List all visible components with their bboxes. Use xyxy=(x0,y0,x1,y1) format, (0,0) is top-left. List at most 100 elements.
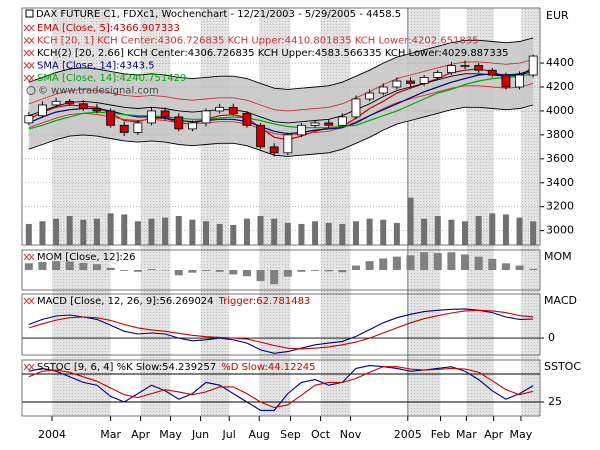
candle-body xyxy=(351,98,361,118)
x-tick-label: Sep xyxy=(280,428,301,441)
momentum-bar xyxy=(215,270,224,272)
legend-label: MACD [Close, 12, 26, 9]:56.269024 xyxy=(37,296,214,307)
candle-body xyxy=(133,122,143,133)
candle-body xyxy=(283,134,293,154)
volume-bar xyxy=(312,221,319,245)
volume-bar xyxy=(489,213,496,245)
legend-label: KCH [20, 1] KCH Center:4306.726835 KCH U… xyxy=(37,36,478,47)
volume-bar xyxy=(407,197,414,245)
volume-bar xyxy=(380,219,387,245)
y-tick-label: 4200 xyxy=(546,80,574,93)
legend-label: Trigger:62.781483 xyxy=(218,296,311,307)
momentum-bar xyxy=(447,252,456,270)
x-tick-label: Mar xyxy=(100,428,121,441)
x-tick-label: 2004 xyxy=(38,428,66,441)
momentum-bar xyxy=(529,268,538,270)
candle-body xyxy=(528,55,538,76)
momentum-bar xyxy=(283,270,292,277)
indicator-line xyxy=(28,366,534,409)
momentum-bar xyxy=(379,258,388,270)
panel-frame xyxy=(21,249,541,291)
momentum-bar xyxy=(24,263,33,270)
candle-body xyxy=(24,115,34,124)
volume-bar xyxy=(39,221,46,245)
watermark: © www.tradesignal.com xyxy=(38,86,159,97)
momentum-bar xyxy=(297,270,306,272)
panel-frame xyxy=(21,359,541,417)
indicator-line xyxy=(28,309,534,350)
candle-body xyxy=(38,104,47,117)
volume-bar xyxy=(203,221,210,245)
candle-body xyxy=(446,65,456,74)
candle-body xyxy=(419,77,429,84)
volume-bar xyxy=(148,218,155,245)
momentum-bar xyxy=(501,263,510,270)
candle-body xyxy=(474,65,484,71)
candle-body xyxy=(65,100,75,105)
momentum-bar xyxy=(242,270,251,277)
legend-icon xyxy=(23,37,35,44)
volume-bar xyxy=(448,219,455,245)
legend-label: SSTOC [9, 6, 4] %K Slow:54.239257 xyxy=(37,362,216,373)
candle-body xyxy=(215,106,225,112)
volume-bar xyxy=(230,224,237,245)
panel-frame xyxy=(21,293,541,356)
y-tick-label: 4000 xyxy=(546,104,574,117)
candle-body xyxy=(433,72,443,78)
momentum-bar xyxy=(147,269,156,270)
momentum-bar xyxy=(256,270,265,282)
volume-bar xyxy=(66,216,73,245)
volume-bar xyxy=(434,216,441,245)
momentum-bar xyxy=(392,256,401,270)
volume-bar xyxy=(134,221,141,245)
candle-body xyxy=(487,69,497,76)
volume-bar xyxy=(53,218,60,245)
channel-line xyxy=(28,104,534,157)
x-tick-label: Jun xyxy=(191,428,209,441)
momentum-bar xyxy=(324,270,333,272)
legend-label: EMA [Close, 5]:4366.907333 xyxy=(37,23,180,34)
candle-body xyxy=(406,80,415,84)
momentum-bar xyxy=(65,261,74,270)
candle-body xyxy=(310,122,320,126)
legend-icon xyxy=(23,253,35,261)
legend-icon xyxy=(23,74,35,82)
month-stripe xyxy=(320,8,351,416)
x-tick-label: Oct xyxy=(311,428,331,441)
momentum-bar xyxy=(229,270,238,275)
axis-label: MOM xyxy=(544,250,572,263)
candle-body xyxy=(187,122,197,130)
legend-icon xyxy=(23,62,35,69)
volume-bar xyxy=(298,223,305,245)
x-tick-label: Apr xyxy=(484,428,504,441)
candle-body xyxy=(92,108,102,112)
candle-body xyxy=(297,124,306,136)
candle-body xyxy=(324,122,334,126)
volume-bar xyxy=(93,218,100,245)
x-tick-label: Aug xyxy=(248,428,269,441)
candle-body xyxy=(378,86,388,94)
momentum-bar xyxy=(406,255,415,270)
momentum-bar xyxy=(488,258,497,270)
candle-body xyxy=(269,146,279,154)
x-tick-label: 2005 xyxy=(394,428,422,441)
volume-bar xyxy=(421,218,428,245)
momentum-bar xyxy=(420,252,429,270)
channel-fill xyxy=(28,37,534,157)
volume-bar xyxy=(107,213,114,245)
legend-icon xyxy=(23,49,35,57)
volume-bar xyxy=(325,222,332,245)
momentum-bar xyxy=(338,270,347,273)
chart-title: DAX FUTURE C1, FDXc1, Wochenchart - 12/2… xyxy=(36,9,401,20)
volume-bar xyxy=(257,216,264,245)
legend-label: SMA [Close, 14]:4343.5 xyxy=(37,61,154,72)
volume-bar xyxy=(530,221,537,245)
momentum-bar xyxy=(461,254,470,270)
legend-icon xyxy=(23,297,35,305)
volume-bar xyxy=(216,223,223,245)
x-tick-label: Jul xyxy=(222,428,236,441)
legend-label: SMA [Close, 14]:4240.751429 xyxy=(37,73,186,84)
x-tick-label: Feb xyxy=(431,428,450,441)
volume-bar xyxy=(80,219,87,245)
